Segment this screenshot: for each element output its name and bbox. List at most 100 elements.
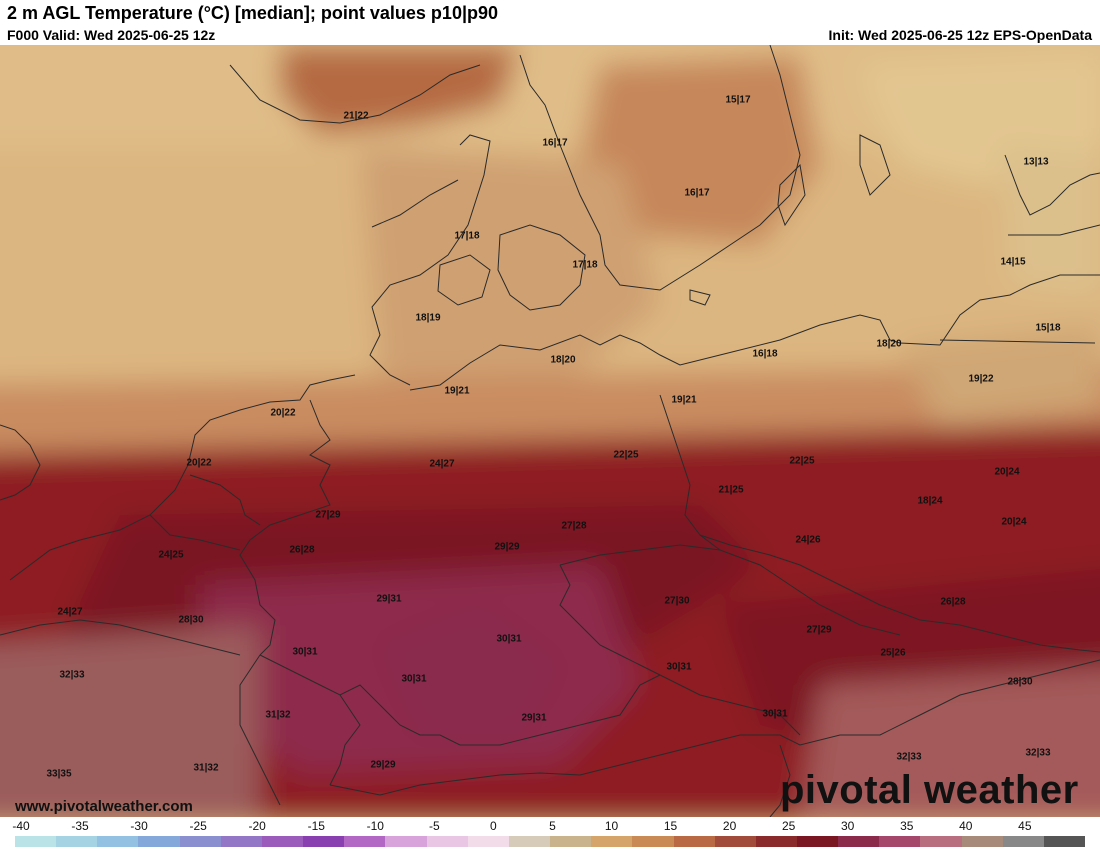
colorbar-label: 15 (663, 819, 678, 833)
colorbar-label: -15 (307, 819, 325, 833)
point-value: 19|21 (444, 385, 470, 397)
point-value: 19|21 (671, 394, 697, 406)
colorbar-label: 40 (959, 819, 973, 833)
colorbar-swatch (138, 836, 180, 847)
point-value: 31|32 (193, 762, 219, 774)
point-value: 19|22 (968, 373, 994, 385)
point-value: 28|30 (178, 614, 204, 626)
point-value: 32|33 (1025, 747, 1051, 759)
colorbar-label: 10 (604, 819, 619, 833)
chart-title: 2 m AGL Temperature (°C) [median]; point… (7, 3, 499, 23)
point-value: 31|32 (265, 709, 291, 721)
colorbar-swatch (426, 836, 468, 847)
point-value: 29|29 (494, 541, 520, 553)
colorbar-label: -25 (189, 819, 207, 833)
colorbar-swatch (632, 836, 674, 847)
point-value: 18|24 (917, 495, 943, 507)
colorbar-swatch (920, 836, 962, 847)
point-value: 20|24 (994, 466, 1020, 478)
point-value: 29|31 (376, 593, 402, 605)
colorbar-label: -30 (130, 819, 148, 833)
valid-time: F000 Valid: Wed 2025-06-25 12z (7, 27, 216, 43)
point-value: 30|31 (496, 633, 522, 645)
point-value: 32|33 (896, 751, 922, 763)
point-value: 30|31 (762, 708, 788, 720)
colorbar-label: -20 (248, 819, 266, 833)
init-time: Init: Wed 2025-06-25 12z EPS-OpenData (828, 27, 1093, 43)
colorbar-swatch (508, 836, 551, 847)
colorbar-swatch (591, 836, 633, 847)
point-value: 18|19 (415, 312, 441, 324)
map-canvas (0, 45, 1100, 817)
colorbar-swatch (303, 836, 345, 847)
colorbar-label: 0 (490, 819, 497, 833)
colorbar-swatch (179, 836, 221, 847)
colorbar (15, 836, 1086, 847)
point-value: 20|22 (186, 457, 212, 469)
point-value: 24|25 (158, 549, 184, 561)
point-value: 16|17 (542, 137, 568, 149)
colorbar-label: 5 (549, 819, 556, 833)
colorbar-label: -5 (429, 819, 440, 833)
point-value: 14|15 (1000, 256, 1026, 268)
temperature-field (0, 45, 1100, 817)
colorbar-label: 25 (781, 819, 796, 833)
colorbar-swatch (755, 836, 797, 847)
point-value: 24|27 (429, 458, 455, 470)
colorbar-label: 45 (1018, 819, 1032, 833)
point-value: 28|30 (1007, 676, 1033, 688)
point-value: 29|31 (521, 712, 547, 724)
colorbar-labels: -40 -35 -30 -25 -20 -15 -10 -5 0 5 10 15 20 25 30 35 40 4… (0, 819, 1100, 833)
colorbar-swatch (261, 836, 304, 847)
point-value: 20|22 (270, 407, 296, 419)
point-value: 30|31 (401, 673, 427, 685)
colorbar-swatch (1002, 836, 1044, 847)
colorbar-swatch (550, 836, 592, 847)
temperature-map[interactable]: 21|22 16|17 15|17 16|17 13|13 17|18 17|1… (0, 45, 1100, 817)
point-value: 33|35 (46, 768, 72, 780)
point-value: 17|18 (572, 259, 598, 271)
pivotal-weather-logo: pivotal weather (780, 768, 1079, 812)
point-value: 15|18 (1035, 322, 1061, 334)
point-value: 22|25 (613, 449, 639, 461)
colorbar-label: -10 (366, 819, 384, 833)
point-value: 27|29 (315, 509, 341, 521)
point-value: 21|25 (718, 484, 744, 496)
point-value: 16|17 (684, 187, 710, 199)
point-value: 15|17 (725, 94, 751, 106)
coastlines-and-borders (0, 45, 1100, 817)
point-value: 22|25 (789, 455, 815, 467)
site-url: www.pivotalweather.com (15, 798, 193, 815)
point-value: 13|13 (1023, 156, 1049, 168)
point-value: 29|29 (370, 759, 396, 771)
colorbar-swatch (97, 836, 139, 847)
point-value: 30|31 (666, 661, 692, 673)
point-value: 25|26 (880, 647, 906, 659)
colorbar-swatch (838, 836, 880, 847)
colorbar-swatch (56, 836, 98, 847)
point-value: 27|30 (664, 595, 690, 607)
colorbar-swatch (15, 836, 57, 847)
colorbar-swatch (879, 836, 921, 847)
colorbar-swatch (673, 836, 715, 847)
colorbar-label: 30 (841, 819, 855, 833)
point-value: 27|28 (561, 520, 587, 532)
colorbar-swatch (385, 836, 427, 847)
point-value: 20|24 (1001, 516, 1027, 528)
point-value: 17|18 (454, 230, 480, 242)
point-value: 16|18 (752, 348, 778, 360)
point-value: 26|28 (289, 544, 315, 556)
colorbar-swatch (796, 836, 839, 847)
point-value: 24|27 (57, 606, 83, 618)
colorbar-label: -35 (71, 819, 89, 833)
point-value: 18|20 (550, 354, 576, 366)
point-value: 32|33 (59, 669, 85, 681)
colorbar-label: 20 (722, 819, 737, 833)
point-value: 21|22 (343, 110, 369, 122)
colorbar-swatch (714, 836, 756, 847)
point-value: 26|28 (940, 596, 966, 608)
point-value: 18|20 (876, 338, 902, 350)
point-value: 24|26 (795, 534, 821, 546)
colorbar-swatch (344, 836, 386, 847)
colorbar-swatch (1043, 836, 1086, 847)
